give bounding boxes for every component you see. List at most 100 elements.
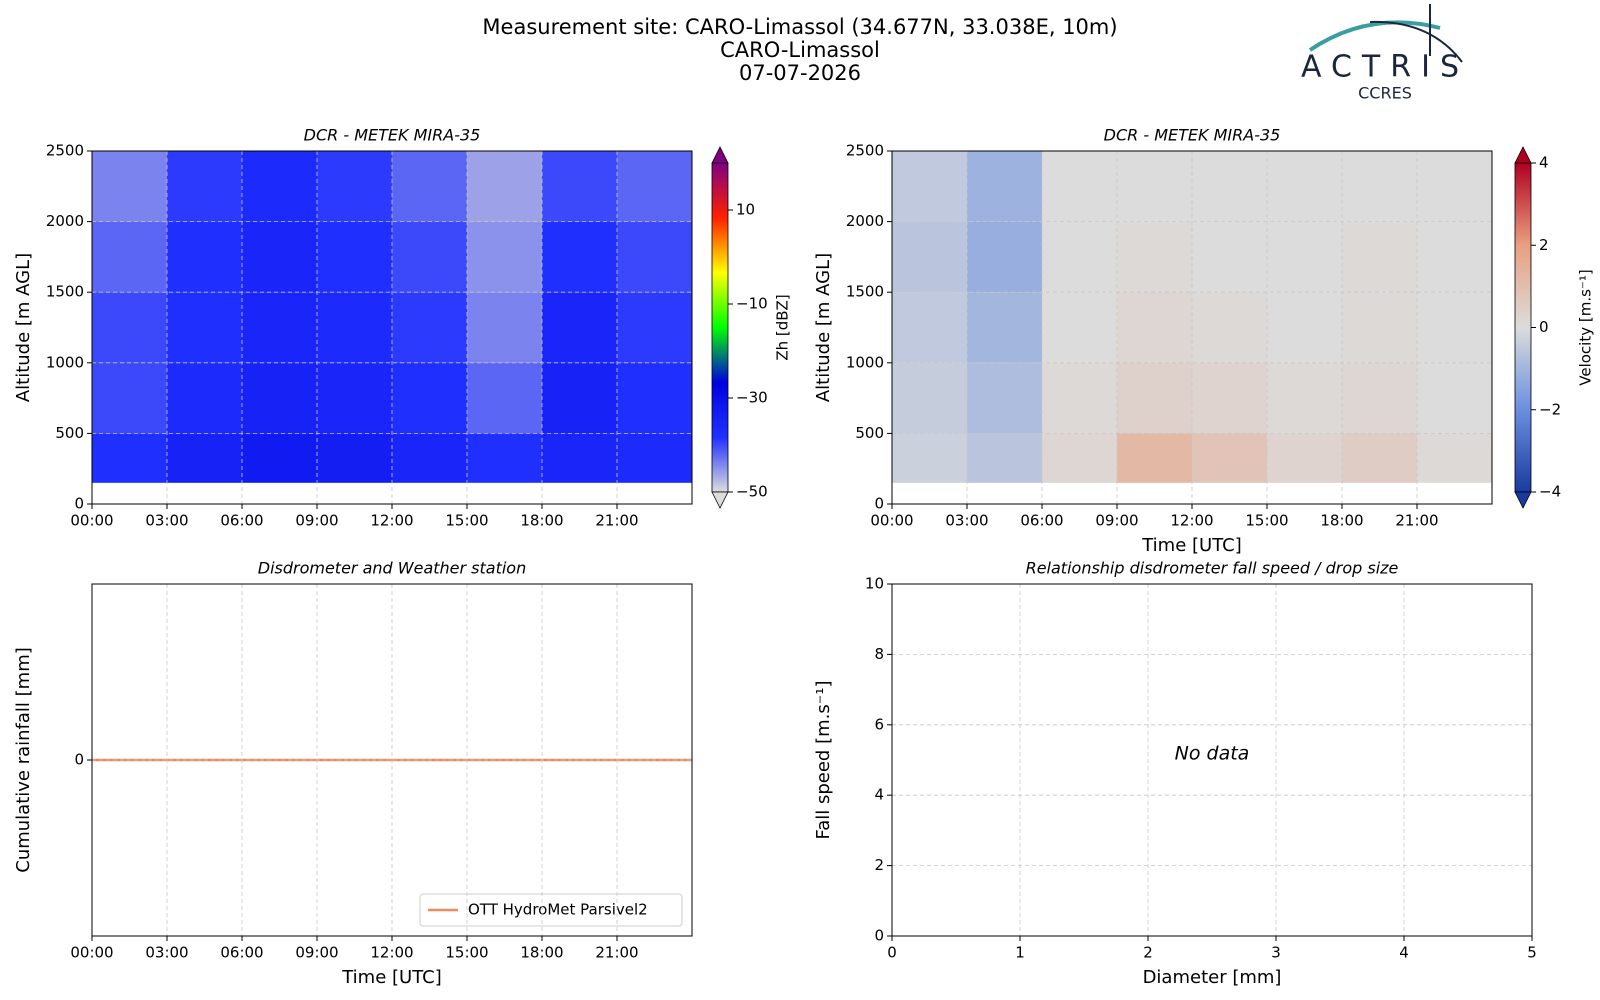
y-tick-label: 8	[874, 645, 884, 663]
x-tick-label: 09:00	[295, 512, 338, 530]
x-tick-label: 03:00	[145, 944, 188, 962]
x-tick-label: 09:00	[295, 944, 338, 962]
logo: ACTRIS CCRES	[1301, 4, 1469, 103]
heatmap-cell	[467, 433, 542, 483]
y-tick-label: 6	[874, 715, 884, 733]
heatmap-cell	[542, 221, 617, 293]
x-tick-label: 21:00	[595, 944, 638, 962]
heatmap-cell	[242, 362, 317, 434]
heatmap-cell	[167, 433, 242, 483]
heatmap-cell	[467, 292, 542, 363]
heatmap-cell	[1117, 151, 1192, 222]
y-tick-label: 10	[865, 575, 884, 593]
logo-name: ACTRIS	[1301, 50, 1469, 85]
heatmap-cell	[317, 433, 392, 483]
y-tick-label: 500	[855, 424, 884, 442]
heatmap-cell	[542, 362, 617, 434]
heatmap-cell	[542, 151, 617, 222]
y-tick-label: 2500	[846, 142, 884, 160]
x-tick-label: 0	[887, 944, 897, 962]
annotation: No data	[1175, 743, 1250, 765]
y-axis-label: Altitude [m AGL]	[813, 253, 834, 402]
x-axis-label: Time [UTC]	[1141, 535, 1242, 556]
panel: Relationship disdrometer fall speed / dr…	[813, 559, 1537, 989]
x-tick-label: 18:00	[1320, 512, 1363, 530]
y-tick-label: 4	[874, 786, 884, 804]
heatmap-cell	[1117, 292, 1192, 363]
x-tick-label: 09:00	[1095, 512, 1138, 530]
heatmap-cell	[1417, 151, 1492, 222]
heatmap-cell	[92, 221, 167, 293]
colorbar-tick-label: −2	[1539, 400, 1561, 418]
x-tick-label: 15:00	[445, 512, 488, 530]
heatmap-cell	[1042, 292, 1117, 363]
y-tick-label: 0	[74, 495, 84, 513]
heatmap-cell	[467, 151, 542, 222]
heatmap-cell	[1342, 221, 1417, 293]
y-axis-label: Cumulative rainfall [mm]	[13, 647, 34, 873]
colorbar	[1514, 162, 1532, 493]
x-tick-label: 2	[1143, 944, 1153, 962]
heatmap-cell	[1417, 433, 1492, 483]
heatmap-cell	[892, 292, 967, 363]
heatmap-cell	[617, 292, 692, 363]
heatmap-cell	[392, 292, 467, 363]
x-tick-label: 00:00	[870, 512, 913, 530]
heatmap-cell	[1042, 433, 1117, 483]
figure-title: Measurement site: CARO-Limassol (34.677N…	[482, 15, 1117, 39]
heatmap-cell	[1117, 221, 1192, 293]
colorbar-tick-label: −50	[736, 483, 768, 501]
heatmap-cell	[1117, 433, 1192, 483]
heatmap-cell	[1267, 362, 1342, 434]
logo-arc	[1308, 20, 1441, 52]
legend-label: OTT HydroMet Parsivel2	[468, 901, 648, 919]
heatmap-cell	[1417, 221, 1492, 293]
heatmap-cell	[1342, 362, 1417, 434]
panel: Disdrometer and Weather station Time [UTC…	[13, 559, 693, 988]
heatmap-cell	[1267, 292, 1342, 363]
heatmap-cell	[967, 433, 1042, 483]
x-tick-label: 12:00	[1170, 512, 1213, 530]
heatmap-cell	[1342, 292, 1417, 363]
heatmap-cell	[617, 362, 692, 434]
x-tick-label: 1	[1015, 944, 1025, 962]
colorbar-extend	[711, 491, 729, 509]
colorbar-tick-label: 4	[1539, 154, 1549, 172]
heatmap-cell	[967, 292, 1042, 363]
heatmap-cell	[1192, 292, 1267, 363]
heatmap-cell	[892, 362, 967, 434]
legend-box	[419, 893, 683, 927]
y-tick-label: 1000	[846, 353, 884, 371]
colorbar-tick-label: −4	[1539, 483, 1561, 501]
colorbar-tick-label: 10	[736, 201, 755, 219]
colorbar-extend	[1514, 491, 1532, 509]
y-tick-label: 1500	[846, 283, 884, 301]
heatmap-cell	[1042, 151, 1117, 222]
heatmap-cell	[467, 362, 542, 434]
colorbar-tick-label: −30	[736, 389, 768, 407]
heatmap-cell	[392, 151, 467, 222]
heatmap-cell	[242, 292, 317, 363]
heatmap-cell	[317, 292, 392, 363]
panel: DCR - METEK MIRA-35 Altitude [m AGL] −50 −3…	[13, 126, 792, 530]
y-axis-label: Fall speed [m.s⁻¹]	[813, 681, 834, 840]
heatmap-cell	[1042, 362, 1117, 434]
heatmap-cell	[392, 433, 467, 483]
x-tick-label: 3	[1271, 944, 1281, 962]
y-tick-label: 0	[874, 495, 884, 513]
heatmap-cell	[167, 362, 242, 434]
logo-subtitle: CCRES	[1358, 84, 1412, 103]
colorbar-tick-label: 2	[1539, 236, 1549, 254]
x-tick-label: 03:00	[145, 512, 188, 530]
x-tick-label: 00:00	[70, 512, 113, 530]
heatmap-cell	[892, 221, 967, 293]
heatmap-cell	[167, 221, 242, 293]
x-tick-label: 21:00	[1395, 512, 1438, 530]
heatmap-cell	[467, 221, 542, 293]
plot-frame	[891, 583, 1533, 937]
colorbar-extend	[1514, 146, 1532, 164]
heatmap-cell	[92, 433, 167, 483]
heatmap-cell	[1042, 221, 1117, 293]
x-tick-label: 12:00	[370, 944, 413, 962]
